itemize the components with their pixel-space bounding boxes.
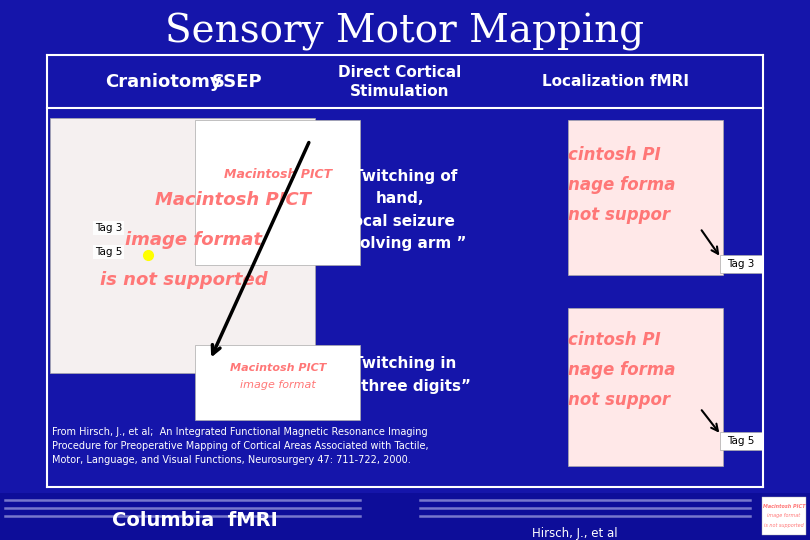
- Text: Direct Cortical
Stimulation: Direct Cortical Stimulation: [339, 65, 462, 99]
- Text: nage forma: nage forma: [568, 176, 676, 194]
- Text: From Hirsch, J., et al;  An Integrated Functional Magnetic Resonance Imaging
Pro: From Hirsch, J., et al; An Integrated Fu…: [52, 427, 428, 465]
- Bar: [568, 308, 723, 466]
- Text: image format: image format: [240, 380, 316, 390]
- Text: Macintosh PICT: Macintosh PICT: [224, 168, 332, 181]
- Text: image format: image format: [125, 231, 262, 249]
- Text: image format: image format: [767, 514, 800, 518]
- Text: cintosh PI: cintosh PI: [568, 331, 661, 349]
- Text: cintosh PI: cintosh PI: [568, 146, 661, 164]
- Text: not suppor: not suppor: [568, 206, 670, 224]
- Text: Hirsch, J., et al: Hirsch, J., et al: [532, 528, 618, 540]
- Text: is not supported: is not supported: [764, 523, 804, 528]
- Bar: [195, 120, 360, 265]
- Text: not suppor: not suppor: [568, 391, 670, 409]
- Bar: [50, 118, 315, 373]
- Bar: [720, 255, 762, 273]
- Text: Localization fMRI: Localization fMRI: [542, 75, 688, 90]
- Bar: [720, 432, 762, 450]
- Text: SSEP: SSEP: [211, 73, 262, 91]
- Bar: [568, 120, 723, 275]
- Text: “Twitching of
hand,
focal seizure
involving arm ”: “Twitching of hand, focal seizure involv…: [334, 169, 467, 251]
- Bar: [0, 493, 810, 540]
- Text: Macintosh PICT: Macintosh PICT: [763, 504, 805, 510]
- Text: Macintosh PICT: Macintosh PICT: [155, 191, 311, 209]
- Text: nage forma: nage forma: [568, 361, 676, 379]
- Text: Craniotomy: Craniotomy: [105, 73, 222, 91]
- Text: Tag 5: Tag 5: [727, 436, 755, 446]
- Bar: [762, 497, 806, 535]
- Text: Sensory Motor Mapping: Sensory Motor Mapping: [165, 13, 645, 51]
- Text: Macintosh PICT: Macintosh PICT: [230, 363, 326, 373]
- Text: Tag 5: Tag 5: [95, 247, 122, 257]
- Text: Tag 3: Tag 3: [95, 223, 122, 233]
- Bar: [195, 345, 360, 420]
- Text: Columbia  fMRI: Columbia fMRI: [112, 510, 278, 530]
- Text: is not supported: is not supported: [100, 271, 267, 289]
- Text: Tag 3: Tag 3: [727, 259, 755, 269]
- Text: “Twitching in
1st three digits”: “Twitching in 1st three digits”: [329, 356, 471, 394]
